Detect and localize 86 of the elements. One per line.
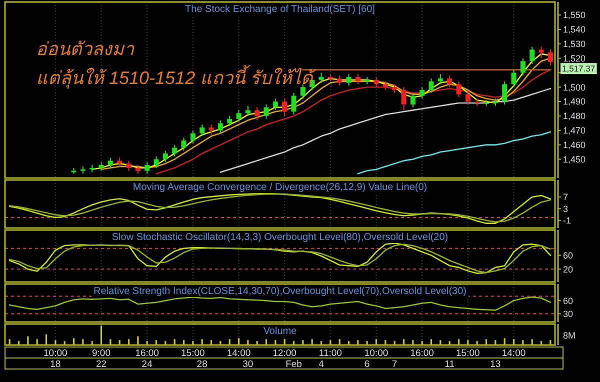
candlestick <box>538 46 544 59</box>
candlestick <box>218 120 223 134</box>
candlestick <box>346 74 352 86</box>
candlestick <box>126 160 132 172</box>
candlestick <box>337 75 342 86</box>
x-tick-label: 30 <box>242 359 254 370</box>
candlestick <box>410 92 416 108</box>
candlestick <box>401 86 406 111</box>
y-tick-label: 1,500 <box>563 82 586 92</box>
candlestick <box>548 49 553 66</box>
y-tick-label: 60 <box>563 296 574 306</box>
candlestick <box>465 90 470 105</box>
y-tick-label: 1,480 <box>563 111 586 122</box>
candlestick <box>428 78 434 94</box>
category-label: 9:00 22 <box>92 348 110 370</box>
candlestick <box>190 130 196 144</box>
x-tick-label: 13 <box>490 359 501 370</box>
candlestick <box>447 75 452 88</box>
candlestick <box>374 76 379 88</box>
candlestick <box>318 72 324 84</box>
candlestick <box>200 124 205 137</box>
candlestick <box>520 58 526 76</box>
candlestick <box>502 80 508 105</box>
x-tick-label: 4 <box>318 359 324 370</box>
candlestick <box>208 124 214 136</box>
candlestick <box>144 162 150 174</box>
text: 8M <box>563 330 576 340</box>
annotation: อ่อนตัวลงมา <box>36 39 135 59</box>
x-tick-label: 11:00 <box>318 348 342 359</box>
text: 1,517.37 <box>562 64 596 74</box>
category-label: 10:00 18 <box>44 348 68 370</box>
y-tick-label: -1 <box>563 216 572 226</box>
annotation: แต่ลุ้นให้ 1510-1512 แถวนี้ รับให้ได้ <box>36 64 318 89</box>
x-tick-label: 14:00 <box>226 348 251 359</box>
y-tick-label: 3 <box>563 204 568 214</box>
chart-title: Moving Average Convergence / Divergence(26,12,9) Value Line(0) <box>132 182 428 193</box>
candlestick <box>530 46 535 65</box>
candlestick <box>154 156 159 168</box>
y-tick-label: 1,540 <box>563 24 586 35</box>
x-tick-label: 28 <box>196 359 208 370</box>
candlestick <box>172 144 178 157</box>
candlestick <box>236 110 242 122</box>
candlestick <box>355 74 360 85</box>
chart-title: Volume <box>263 326 298 337</box>
line-series <box>357 131 552 174</box>
candlestick <box>162 150 168 163</box>
y-tick-label: 1,550 <box>563 10 586 20</box>
candlestick <box>181 137 186 152</box>
y-tick-label: 1,520 <box>563 53 586 64</box>
x-tick-label: 11 <box>444 359 455 370</box>
x-tick-label: 15:00 <box>456 348 480 359</box>
candlestick <box>456 80 462 98</box>
candlestick <box>227 115 232 127</box>
candlestick <box>108 157 113 168</box>
x-tick-label: Feb <box>286 359 302 370</box>
candlestick <box>420 86 425 100</box>
y-tick-label: 7 <box>563 192 568 202</box>
x-tick-label: 10:00 <box>364 348 388 359</box>
candlestick <box>291 92 296 116</box>
candlestick <box>282 98 288 116</box>
chart-title: The Stock Exchange of Thailand(SET) [60] <box>185 4 376 15</box>
candlestick <box>254 106 260 121</box>
x-tick-label: 15:00 <box>181 348 205 359</box>
chart-title: Slow Stochastic Oscillator(14,3,3) Overbought Level(80),Oversold Level(20) <box>112 232 448 243</box>
candlestick <box>438 74 443 85</box>
candlestick <box>300 84 306 100</box>
candlestick <box>511 69 516 88</box>
y-tick-label: 1,470 <box>563 126 586 136</box>
y-tick-label: 1,460 <box>563 140 586 150</box>
y-tick-label: 20 <box>563 264 574 274</box>
x-tick-label: 14:00 <box>502 348 526 359</box>
candlestick <box>245 105 250 116</box>
y-tick-label: 1,530 <box>563 39 586 50</box>
y-tick-label: 30 <box>563 308 574 319</box>
line-series <box>8 296 552 311</box>
x-tick-label: 7 <box>392 359 398 370</box>
x-tick-label: 6 <box>364 359 370 370</box>
category-label: 16:00 24 <box>135 348 159 370</box>
y-tick-label: 1,490 <box>563 96 586 107</box>
x-tick-label: 16:00 <box>410 348 434 359</box>
candlestick <box>272 98 278 111</box>
chart-title: Relative Strength Index(CLOSE,14,30,70),Overbought Level(70),Oversold Level(30) <box>94 286 466 297</box>
y-tick-label: 1,450 <box>563 154 586 164</box>
candlestick <box>264 104 269 120</box>
y-tick-label: 60 <box>563 250 574 261</box>
x-tick-label: 12:00 <box>272 348 296 359</box>
